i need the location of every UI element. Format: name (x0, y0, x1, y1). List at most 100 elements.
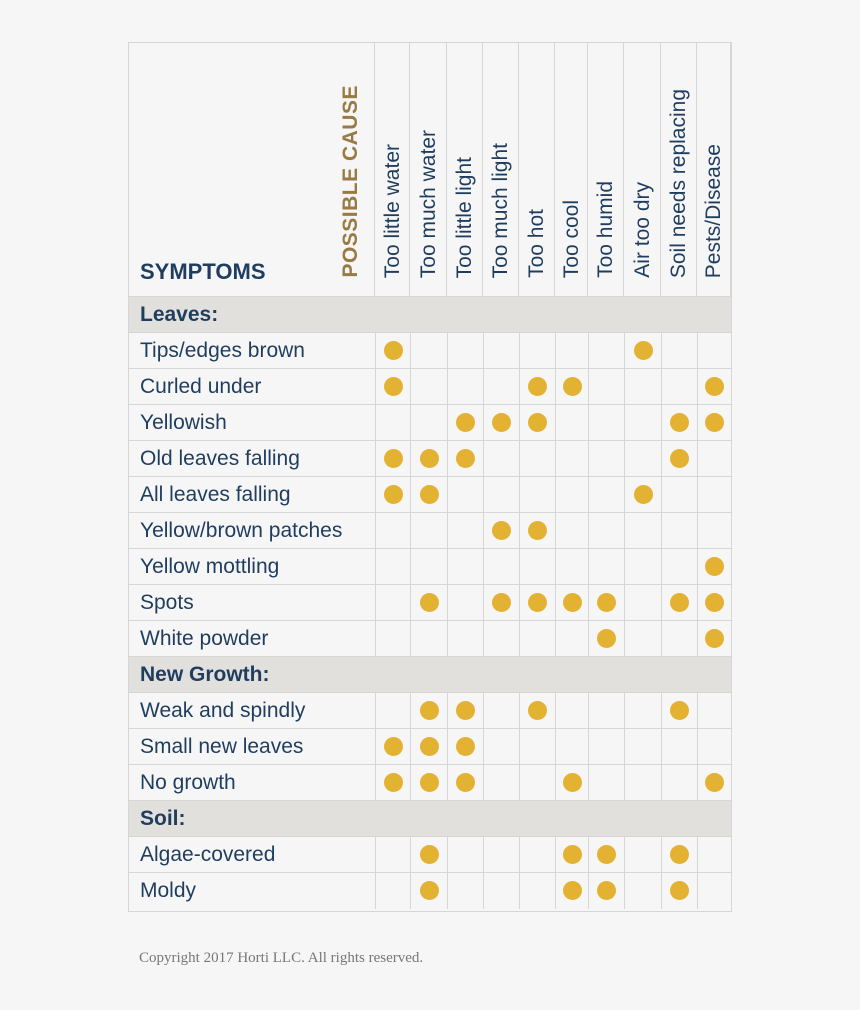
cause-label: Too humid (594, 181, 617, 278)
cause-indicator-dot (492, 521, 511, 540)
grid-divider (410, 621, 411, 657)
cause-indicator-dot (563, 845, 582, 864)
cause-indicator-dot (420, 485, 439, 504)
grid-divider (410, 369, 411, 405)
cause-indicator-dot (670, 413, 689, 432)
cause-indicator-dot (670, 881, 689, 900)
cause-indicator-dot (634, 341, 653, 360)
grid-divider (624, 333, 625, 369)
cause-indicator-dot (705, 629, 724, 648)
symptom-label: Tips/edges brown (140, 339, 305, 362)
cause-header-cell: Too much water (410, 43, 447, 296)
grid-divider (483, 477, 484, 513)
grid-divider (375, 549, 376, 585)
grid-divider (555, 369, 556, 405)
grid-divider (410, 513, 411, 549)
cause-header-cell: Too hot (519, 43, 555, 296)
section-header-row: Soil: (129, 800, 731, 836)
cause-indicator-dot (705, 377, 724, 396)
cause-indicator-dot (420, 773, 439, 792)
cause-indicator-dot (420, 737, 439, 756)
cause-indicator-dot (456, 773, 475, 792)
grid-divider (697, 585, 698, 621)
cause-label: Too much light (489, 142, 512, 278)
grid-divider (375, 477, 376, 513)
grid-divider (555, 873, 556, 909)
cause-indicator-dot (420, 449, 439, 468)
grid-divider (555, 441, 556, 477)
grid-divider (588, 477, 589, 513)
grid-divider (447, 477, 448, 513)
grid-divider (375, 621, 376, 657)
grid-divider (661, 333, 662, 369)
grid-divider (624, 765, 625, 801)
grid-divider (410, 873, 411, 909)
grid-divider (410, 765, 411, 801)
grid-divider (410, 729, 411, 765)
grid-divider (483, 513, 484, 549)
grid-divider (697, 837, 698, 873)
symptom-row: Small new leaves (129, 728, 731, 765)
cause-indicator-dot (670, 449, 689, 468)
cause-indicator-dot (563, 377, 582, 396)
symptom-label: Small new leaves (140, 735, 304, 758)
possible-cause-header: POSSIBLE CAUSE (339, 85, 362, 278)
grid-divider (624, 441, 625, 477)
grid-divider (410, 333, 411, 369)
grid-divider (661, 549, 662, 585)
grid-divider (483, 873, 484, 909)
grid-divider (588, 765, 589, 801)
grid-divider (588, 873, 589, 909)
grid-divider (624, 693, 625, 729)
symptom-label: Spots (140, 591, 194, 614)
cause-indicator-dot (634, 485, 653, 504)
grid-divider (624, 549, 625, 585)
grid-divider (624, 405, 625, 441)
grid-divider (661, 693, 662, 729)
grid-divider (661, 585, 662, 621)
grid-divider (483, 621, 484, 657)
cause-indicator-dot (384, 737, 403, 756)
symptom-row: No growth (129, 764, 731, 801)
symptom-row: Old leaves falling (129, 440, 731, 477)
cause-header-cell: Too much light (483, 43, 519, 296)
grid-divider (588, 441, 589, 477)
grid-divider (697, 765, 698, 801)
grid-divider (624, 585, 625, 621)
grid-divider (483, 693, 484, 729)
cause-label: Air too dry (631, 182, 654, 278)
symptom-label: No growth (140, 771, 236, 794)
grid-divider (483, 405, 484, 441)
symptom-row: All leaves falling (129, 476, 731, 513)
grid-divider (447, 333, 448, 369)
grid-divider (697, 333, 698, 369)
symptom-label: All leaves falling (140, 483, 291, 506)
grid-divider (555, 549, 556, 585)
cause-indicator-dot (597, 845, 616, 864)
cause-indicator-dot (705, 773, 724, 792)
symptom-cause-table: SYMPTOMS POSSIBLE CAUSE Too little water… (128, 42, 732, 912)
symptom-label: Weak and spindly (140, 699, 306, 722)
cause-indicator-dot (597, 881, 616, 900)
cause-indicator-dot (420, 593, 439, 612)
symptom-label: White powder (140, 627, 269, 650)
grid-divider (588, 621, 589, 657)
grid-divider (519, 513, 520, 549)
grid-divider (375, 765, 376, 801)
grid-divider (588, 693, 589, 729)
cause-label: Too hot (525, 209, 548, 278)
grid-divider (447, 621, 448, 657)
cause-indicator-dot (420, 701, 439, 720)
grid-divider (483, 441, 484, 477)
symptom-label: Yellow mottling (140, 555, 280, 578)
cause-indicator-dot (528, 521, 547, 540)
symptom-row: Algae-covered (129, 836, 731, 873)
grid-divider (624, 477, 625, 513)
grid-divider (447, 873, 448, 909)
section-label: Soil: (140, 807, 186, 830)
grid-divider (661, 369, 662, 405)
grid-divider (447, 765, 448, 801)
cause-indicator-dot (420, 845, 439, 864)
section-header-row: Leaves: (129, 296, 731, 332)
symptom-row: Yellowish (129, 404, 731, 441)
